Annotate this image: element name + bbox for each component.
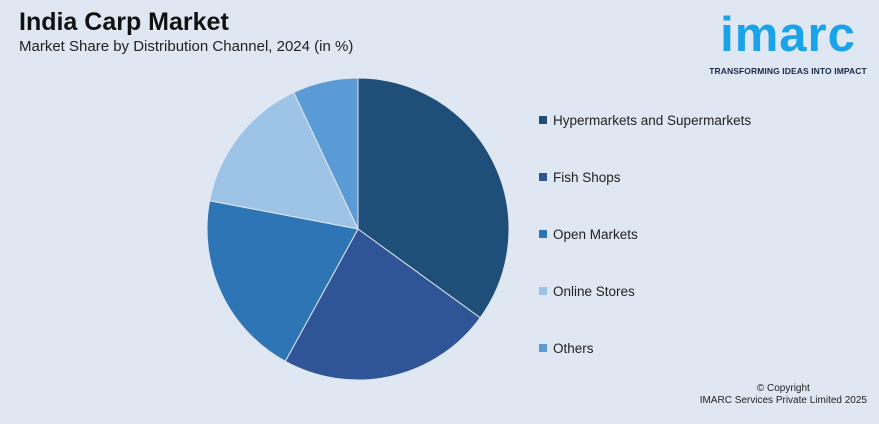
pie-slice-hypermarkets-and-supermarkets (357, 77, 510, 319)
legend-swatch (539, 116, 547, 124)
legend-swatch (539, 173, 547, 181)
chart-legend: Hypermarkets and Supermarkets Fish Shops O… (539, 110, 751, 395)
chart-subtitle: Market Share by Distribution Channel, 20… (19, 38, 354, 55)
chart-title: India Carp Market (19, 8, 229, 36)
pie-slice-others (293, 77, 359, 230)
pie-slice-online-stores (209, 91, 359, 230)
legend-swatch (539, 230, 547, 238)
legend-item: Online Stores (539, 281, 751, 301)
pie-slice-open-markets (206, 200, 359, 363)
legend-swatch (539, 344, 547, 352)
legend-label: Online Stores (553, 283, 635, 299)
legend-item: Open Markets (539, 224, 751, 244)
logo-tagline: TRANSFORMING IDEAS INTO IMPACT (709, 66, 867, 76)
legend-item: Others (539, 338, 751, 358)
pie-chart (205, 76, 511, 382)
pie-slice-fish-shops (284, 228, 481, 381)
legend-label: Fish Shops (553, 169, 621, 185)
legend-item: Fish Shops (539, 167, 751, 187)
legend-label: Open Markets (553, 226, 638, 242)
legend-label: Others (553, 340, 594, 356)
legend-item: Hypermarkets and Supermarkets (539, 110, 751, 130)
pie-chart-svg (206, 77, 510, 381)
imarc-logo: imarc TRANSFORMING IDEAS INTO IMPACT (703, 6, 873, 80)
logo-wordmark: imarc (720, 8, 856, 62)
copyright-footer: © Copyright IMARC Services Private Limit… (700, 383, 867, 407)
legend-label: Hypermarkets and Supermarkets (553, 112, 752, 128)
legend-swatch (539, 287, 547, 295)
copyright-owner: IMARC Services Private Limited 2025 (699, 395, 867, 406)
copyright-line: © Copyright (756, 383, 810, 394)
